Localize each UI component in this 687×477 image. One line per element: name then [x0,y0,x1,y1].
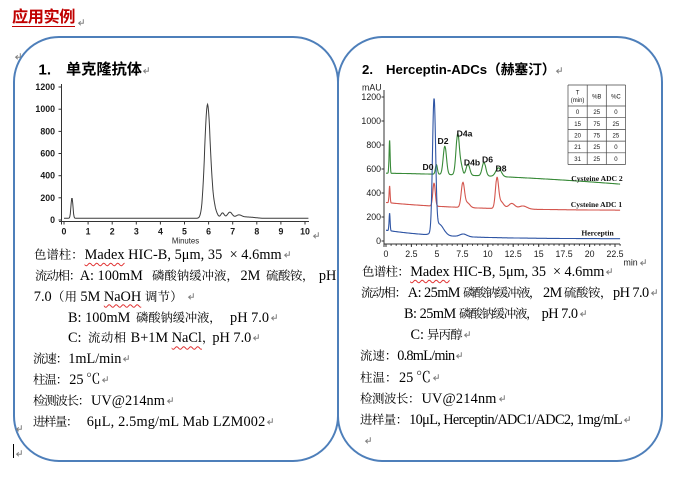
svg-text:0: 0 [62,227,67,237]
svg-text:min: min [624,257,638,267]
svg-text:75: 75 [593,133,600,139]
svg-text:25: 25 [593,157,600,163]
svg-text:D8: D8 [496,164,507,174]
svg-text:600: 600 [40,149,55,159]
svg-text:2.5: 2.5 [405,249,417,259]
svg-text:1000: 1000 [35,104,55,114]
svg-text:600: 600 [366,164,381,174]
svg-text:8: 8 [254,227,259,237]
svg-text:400: 400 [40,171,55,181]
svg-text:%B: %B [592,95,601,101]
svg-text:15: 15 [534,249,544,259]
svg-text:1200: 1200 [35,82,55,92]
svg-text:17.5: 17.5 [556,249,573,259]
svg-text:25: 25 [613,133,620,139]
svg-text:mAU: mAU [362,83,382,93]
svg-text:22.5: 22.5 [606,249,623,259]
svg-text:10: 10 [483,249,493,259]
svg-text:31: 31 [574,157,581,163]
svg-text:25: 25 [593,145,600,151]
svg-text:12.5: 12.5 [505,249,522,259]
svg-text:10: 10 [300,227,310,237]
svg-text:7.5: 7.5 [456,249,468,259]
svg-text:Cysteine ADC 2: Cysteine ADC 2 [571,174,623,183]
svg-text:1200: 1200 [361,92,381,102]
svg-text:9: 9 [278,227,283,237]
svg-text:D6: D6 [482,155,493,165]
svg-text:400: 400 [366,188,381,198]
svg-text:1000: 1000 [361,116,381,126]
svg-text:0: 0 [50,215,55,225]
svg-text:0: 0 [384,249,389,259]
svg-text:7: 7 [230,227,235,237]
svg-text:200: 200 [366,212,381,222]
svg-text:20: 20 [585,249,595,259]
svg-text:0: 0 [376,236,381,246]
svg-text:15: 15 [574,122,581,128]
svg-text:Herceptin: Herceptin [581,229,614,238]
svg-text:T: T [576,91,580,97]
svg-text:800: 800 [366,140,381,150]
svg-text:0: 0 [576,110,580,116]
svg-text:3: 3 [134,227,139,237]
svg-text:6: 6 [206,227,211,237]
svg-text:4: 4 [158,227,163,237]
svg-text:200: 200 [40,193,55,203]
svg-text:D4a: D4a [457,129,473,139]
svg-text:(min): (min) [571,98,585,104]
svg-text:20: 20 [574,133,581,139]
svg-text:0: 0 [614,110,618,116]
svg-text:25: 25 [613,122,620,128]
svg-text:0: 0 [614,157,618,163]
svg-text:D4b: D4b [464,158,480,168]
svg-text:D0: D0 [423,162,434,172]
svg-text:%C: %C [611,95,621,101]
svg-text:5: 5 [182,227,187,237]
svg-text:2: 2 [110,227,115,237]
svg-text:Minutes: Minutes [172,237,199,246]
svg-text:21: 21 [574,145,581,151]
svg-text:75: 75 [593,122,600,128]
svg-text:0: 0 [614,145,618,151]
svg-text:D2: D2 [438,136,449,146]
svg-text:Cysteine ADC 1: Cysteine ADC 1 [571,200,623,209]
svg-text:800: 800 [40,126,55,136]
svg-text:5: 5 [434,249,439,259]
svg-text:1: 1 [86,227,91,237]
svg-text:25: 25 [593,110,600,116]
